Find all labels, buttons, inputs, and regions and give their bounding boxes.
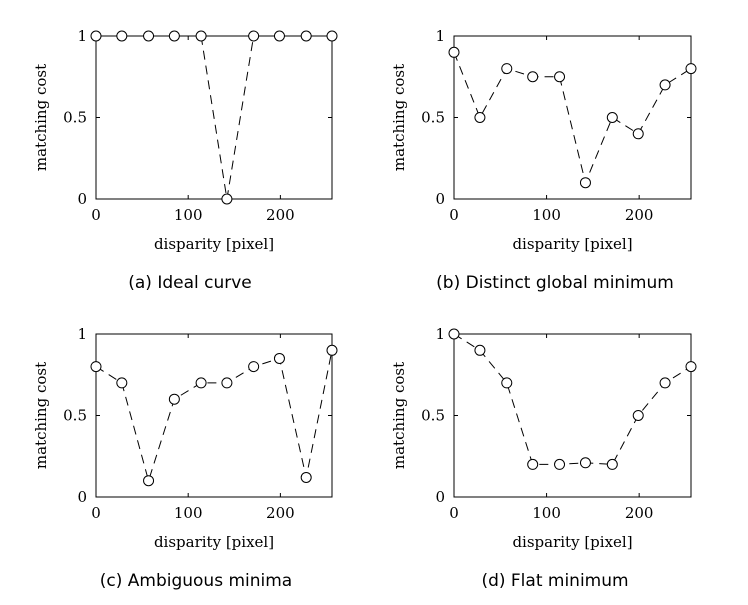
x-tick-label: 100 [532, 504, 561, 522]
data-point [143, 475, 155, 487]
y-tick-label: 1 [435, 27, 445, 45]
subfigure-caption: (c) Ambiguous minima [100, 571, 292, 591]
data-point [501, 377, 513, 389]
x-axis-label: disparity [pixel] [154, 235, 274, 253]
x-tick-label: 0 [91, 504, 101, 522]
data-point [527, 71, 539, 83]
x-tick-label: 200 [266, 206, 295, 224]
data-point [195, 30, 207, 42]
data-point [248, 361, 260, 373]
x-axis-label: disparity [pixel] [154, 533, 274, 551]
chart-panel-1: 0 100 200 0 0.5 1 disparity [pixel] matching co… [32, 27, 338, 293]
y-tick-label: 0 [77, 488, 87, 506]
data-point [474, 112, 486, 123]
x-tick-label: 100 [174, 504, 203, 522]
y-tick-label: 0.5 [421, 109, 445, 127]
data-point [116, 30, 128, 42]
x-tick-label: 100 [532, 206, 561, 224]
axes-frame [453, 35, 692, 200]
y-axis-label: matching cost [390, 362, 408, 469]
series-line [453, 333, 692, 465]
data-point [143, 30, 155, 42]
data-point [195, 377, 207, 389]
y-tick-label: 0.5 [421, 407, 445, 425]
data-point [527, 458, 539, 470]
series-line [95, 350, 333, 483]
data-point [606, 458, 618, 470]
data-point [248, 30, 260, 42]
x-tick-label: 100 [174, 206, 203, 224]
y-tick-label: 0 [435, 190, 445, 208]
axes-frame [95, 333, 333, 498]
y-tick-label: 1 [77, 325, 87, 343]
chart-panel-3: 0 100 200 0 0.5 1 disparity [pixel] matching co… [32, 325, 338, 591]
data-point [168, 30, 180, 42]
x-tick-label: 0 [449, 504, 459, 522]
data-point [685, 63, 697, 75]
y-axis-label: matching cost [32, 64, 50, 171]
x-tick-label: 0 [449, 206, 459, 224]
data-point [168, 393, 180, 405]
y-tick-label: 1 [435, 325, 445, 343]
y-tick-label: 0 [77, 190, 87, 208]
data-point [554, 71, 566, 83]
subfigure-caption: (a) Ideal curve [128, 273, 252, 293]
data-point [554, 458, 566, 470]
data-point [579, 457, 591, 469]
data-point [579, 177, 591, 189]
data-point [90, 30, 102, 42]
y-tick-label: 0.5 [63, 109, 87, 127]
y-tick-label: 1 [77, 27, 87, 45]
axes-frame [453, 333, 692, 498]
subfigure-caption: (b) Distinct global minimum [436, 273, 674, 293]
y-tick-label: 0 [435, 488, 445, 506]
x-tick-label: 200 [266, 504, 295, 522]
data-point [90, 361, 102, 373]
x-tick-label: 200 [625, 504, 654, 522]
data-point [221, 193, 233, 205]
data-point [273, 30, 285, 42]
data-point [659, 377, 671, 389]
data-point [273, 352, 285, 364]
chart-panel-2: 0 100 200 0 0.5 1 disparity [pixel] matching co… [390, 27, 697, 293]
data-point [659, 79, 671, 91]
data-point [221, 377, 233, 389]
data-point [632, 128, 644, 140]
data-point [300, 30, 312, 42]
series-line [96, 35, 332, 200]
data-point [300, 471, 312, 483]
data-point [632, 410, 644, 421]
chart-panel-4: 0 100 200 0 0.5 1 disparity [pixel] matching co… [390, 325, 697, 591]
x-tick-label: 200 [625, 206, 654, 224]
data-point [474, 344, 486, 356]
y-tick-label: 0.5 [63, 407, 87, 425]
data-point [326, 30, 338, 42]
subfigure-caption: (d) Flat minimum [481, 571, 628, 591]
data-point [448, 328, 460, 340]
x-axis-label: disparity [pixel] [512, 533, 632, 551]
x-tick-label: 0 [91, 206, 101, 224]
series-line [453, 52, 692, 185]
data-point [116, 377, 128, 389]
data-point [326, 344, 338, 356]
data-point [448, 46, 460, 58]
y-axis-label: matching cost [32, 362, 50, 469]
data-point [606, 112, 618, 123]
x-axis-label: disparity [pixel] [512, 235, 632, 253]
data-point [501, 63, 513, 75]
y-axis-label: matching cost [390, 64, 408, 171]
data-point [685, 361, 697, 373]
